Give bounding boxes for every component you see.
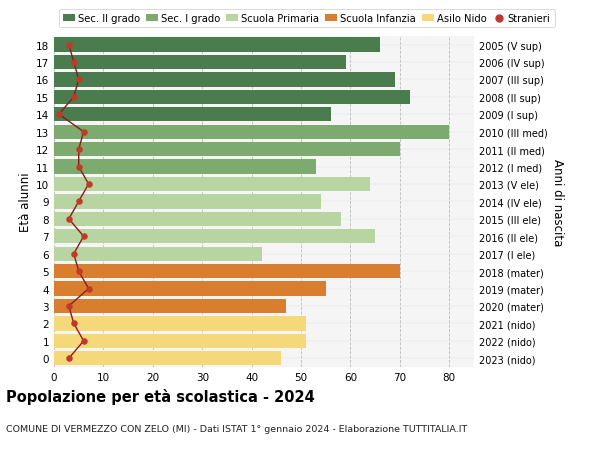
Point [69,320,79,327]
Legend: Sec. II grado, Sec. I grado, Scuola Primaria, Scuola Infanzia, Asilo Nido, Stran: Sec. II grado, Sec. I grado, Scuola Prim… [59,11,554,28]
Point [69,59,79,67]
Bar [54,56,346,70]
Bar [54,38,380,52]
Bar [54,178,370,192]
Text: COMUNE DI VERMEZZO CON ZELO (MI) - Dati ISTAT 1° gennaio 2024 - Elaborazione TUT: COMUNE DI VERMEZZO CON ZELO (MI) - Dati … [6,425,467,434]
Point [84,285,94,292]
Bar [54,230,375,244]
Y-axis label: Anni di nascita: Anni di nascita [551,158,564,246]
Bar [54,334,306,348]
Bar [54,352,281,366]
Point [64,302,74,310]
Point [64,355,74,362]
Point [84,181,94,188]
Bar [54,108,331,122]
Bar [54,143,400,157]
Bar [54,90,410,105]
Point [79,129,88,136]
Bar [54,247,262,261]
Point [64,42,74,49]
Point [64,216,74,223]
Bar [54,264,400,279]
Bar [54,195,321,209]
Point [79,337,88,345]
Point [74,198,83,206]
Bar [54,160,316,174]
Point [69,251,79,258]
Point [69,94,79,101]
Bar [54,317,306,331]
Point [79,233,88,241]
Bar [54,299,286,313]
Text: Popolazione per età scolastica - 2024: Popolazione per età scolastica - 2024 [6,388,315,404]
Y-axis label: Età alunni: Età alunni [19,172,32,232]
Point [54,112,64,119]
Bar [54,212,341,226]
Point [74,146,83,153]
Bar [54,73,395,87]
Point [74,268,83,275]
Bar [54,125,449,140]
Point [74,163,83,171]
Bar [54,282,326,296]
Point [74,77,83,84]
